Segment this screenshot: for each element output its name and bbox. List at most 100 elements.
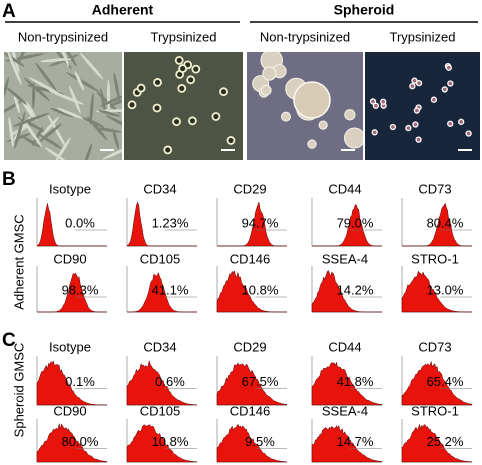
percent-label: 14.7% — [337, 434, 374, 449]
cell — [177, 84, 187, 93]
cell — [409, 82, 416, 90]
group-title: Adherent — [92, 2, 154, 18]
spheroid — [343, 127, 363, 149]
cell — [66, 72, 101, 93]
cell — [113, 72, 120, 102]
histogram — [216, 270, 287, 313]
micrograph — [247, 52, 363, 160]
image-caption: Non-trypsinized — [260, 29, 350, 44]
cell — [219, 87, 228, 97]
cell — [47, 114, 67, 149]
cell — [415, 79, 423, 87]
marker-label: CD90 — [53, 251, 86, 266]
micrograph — [365, 52, 480, 160]
histogram — [217, 201, 287, 247]
spheroid — [280, 111, 291, 122]
cell — [412, 121, 419, 128]
cell — [19, 52, 28, 63]
marker-label: CD73 — [418, 181, 451, 196]
panel-label: B — [2, 169, 16, 190]
cell — [86, 116, 108, 141]
cell — [68, 85, 81, 114]
cell — [153, 78, 162, 87]
marker-label: Isotype — [49, 339, 91, 354]
panel-label: C — [2, 330, 16, 351]
percent-label: 80.4% — [427, 215, 464, 230]
percent-label: 67.5% — [242, 374, 279, 389]
spheroid — [260, 84, 272, 96]
cell — [8, 116, 14, 148]
cell — [465, 130, 472, 137]
histogram — [36, 203, 107, 247]
cell — [4, 76, 9, 105]
marker-label: CD105 — [140, 403, 180, 418]
spheroid — [262, 66, 277, 81]
percent-label: 94.7% — [242, 215, 279, 230]
marker-label: Isotype — [49, 181, 91, 196]
marker-label: CD146 — [230, 251, 270, 266]
cell — [22, 136, 41, 148]
marker-label: SSEA-4 — [322, 403, 368, 418]
cell — [23, 77, 50, 101]
cell — [74, 71, 85, 91]
cell — [191, 64, 201, 74]
cell — [445, 64, 452, 71]
marker-label: CD29 — [233, 181, 266, 196]
percent-label: 0.0% — [65, 215, 95, 230]
cell — [20, 116, 43, 148]
panel-label: A — [2, 1, 16, 22]
cell — [9, 52, 20, 74]
histogram — [402, 202, 472, 247]
cell — [411, 77, 418, 84]
cell — [4, 100, 23, 120]
image-caption: Trypsinized — [390, 29, 456, 44]
marker-label: CD146 — [230, 403, 270, 418]
cell — [163, 145, 173, 155]
cell — [25, 101, 38, 122]
percent-label: 10.8% — [152, 434, 189, 449]
cell — [112, 128, 119, 150]
cell — [102, 144, 122, 160]
percent-label: 14.2% — [337, 282, 374, 297]
spheroid — [293, 81, 331, 119]
cell — [107, 79, 111, 114]
histogram — [401, 361, 473, 406]
cell — [6, 52, 22, 86]
marker-label: STRO-1 — [411, 251, 459, 266]
spheroid — [307, 139, 317, 149]
marker-label: STRO-1 — [411, 403, 459, 418]
marker-label: CD34 — [143, 181, 176, 196]
histogram — [401, 423, 473, 463]
cell — [82, 143, 93, 160]
cell — [21, 100, 34, 118]
marker-label: CD44 — [328, 339, 361, 354]
percent-label: 41.8% — [337, 374, 374, 389]
cell — [41, 116, 60, 136]
cell — [172, 117, 181, 127]
percent-label: 0.1% — [65, 374, 95, 389]
marker-label: CD34 — [143, 339, 176, 354]
image-caption: Trypsinized — [151, 29, 217, 44]
percent-label: 13.0% — [427, 282, 464, 297]
histogram — [401, 270, 472, 313]
histogram — [36, 423, 108, 463]
marker-label: CD73 — [418, 339, 451, 354]
cell — [369, 98, 377, 105]
percent-label: 10.8% — [242, 282, 279, 297]
percent-label: 1.23% — [152, 215, 189, 230]
cell — [106, 94, 122, 108]
micrograph — [124, 52, 243, 160]
cell — [380, 98, 387, 105]
cell — [39, 134, 63, 149]
cell — [405, 124, 412, 132]
image-caption: Non-trypsinized — [18, 29, 108, 44]
cell — [94, 127, 122, 133]
histogram — [311, 269, 382, 313]
cell — [5, 86, 28, 105]
histogram — [126, 360, 198, 406]
cell — [44, 147, 69, 160]
cell — [79, 52, 104, 80]
histogram — [311, 424, 383, 463]
cell — [14, 111, 26, 150]
